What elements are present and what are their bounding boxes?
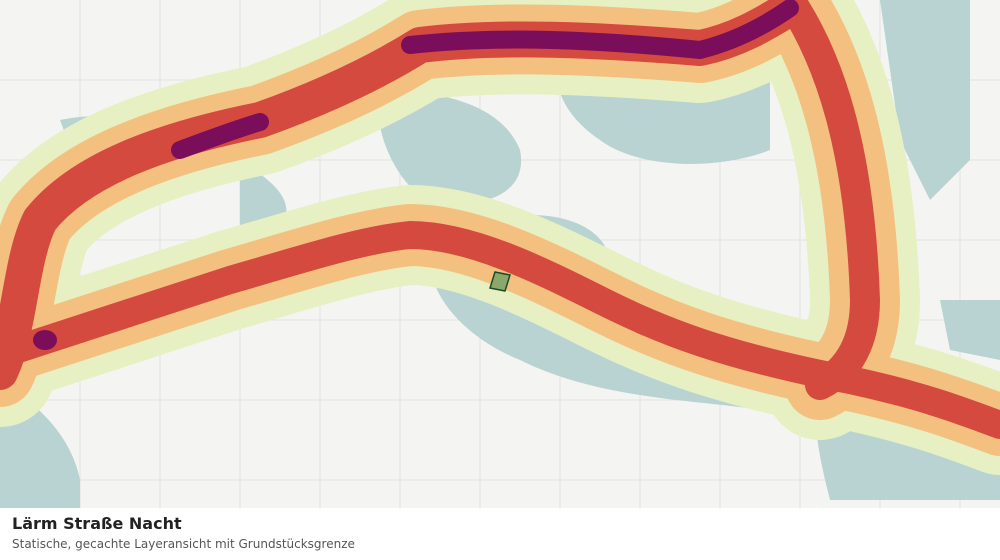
noise-zone-purple [171, 0, 799, 159]
parcel-boundary [489, 271, 511, 292]
noise-zone-red [0, 221, 1000, 439]
map-subtitle: Statische, gecachte Layeransicht mit Gru… [12, 537, 355, 551]
map-title: Lärm Straße Nacht [12, 514, 182, 533]
caption: Lärm Straße Nacht Statische, gecachte La… [0, 508, 1000, 560]
noise-zone-red [775, 0, 880, 400]
noise-zone-purple [33, 330, 57, 350]
